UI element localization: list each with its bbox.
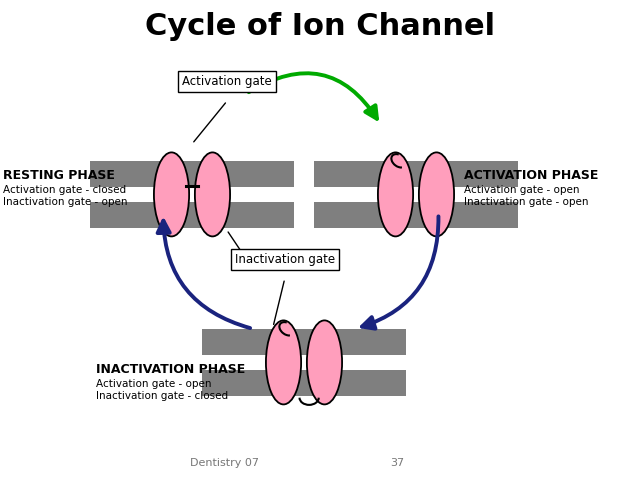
Text: 37: 37: [390, 457, 404, 468]
Bar: [202, 329, 406, 355]
Ellipse shape: [378, 153, 413, 237]
Ellipse shape: [154, 153, 189, 237]
Text: ACTIVATION PHASE: ACTIVATION PHASE: [464, 168, 598, 182]
Text: Activation gate: Activation gate: [182, 75, 272, 88]
Ellipse shape: [419, 153, 454, 237]
Bar: [202, 370, 406, 396]
Text: Inactivation gate: Inactivation gate: [235, 252, 335, 266]
Text: Dentistry 07: Dentistry 07: [189, 457, 259, 468]
Bar: [90, 202, 294, 228]
Text: Activation gate - closed: Activation gate - closed: [3, 185, 126, 194]
Ellipse shape: [195, 153, 230, 237]
Bar: [314, 202, 518, 228]
Text: Inactivation gate - open: Inactivation gate - open: [3, 197, 128, 206]
Text: Activation gate - open: Activation gate - open: [464, 185, 579, 194]
Text: Cycle of Ion Channel: Cycle of Ion Channel: [145, 12, 495, 41]
Text: RESTING PHASE: RESTING PHASE: [3, 168, 115, 182]
Text: INACTIVATION PHASE: INACTIVATION PHASE: [96, 363, 245, 376]
Text: Activation gate - open: Activation gate - open: [96, 379, 211, 389]
Ellipse shape: [266, 321, 301, 404]
Bar: [314, 161, 518, 187]
Text: Inactivation gate - open: Inactivation gate - open: [464, 197, 589, 206]
Ellipse shape: [307, 321, 342, 404]
Text: Inactivation gate - closed: Inactivation gate - closed: [96, 391, 228, 401]
Bar: [90, 161, 294, 187]
